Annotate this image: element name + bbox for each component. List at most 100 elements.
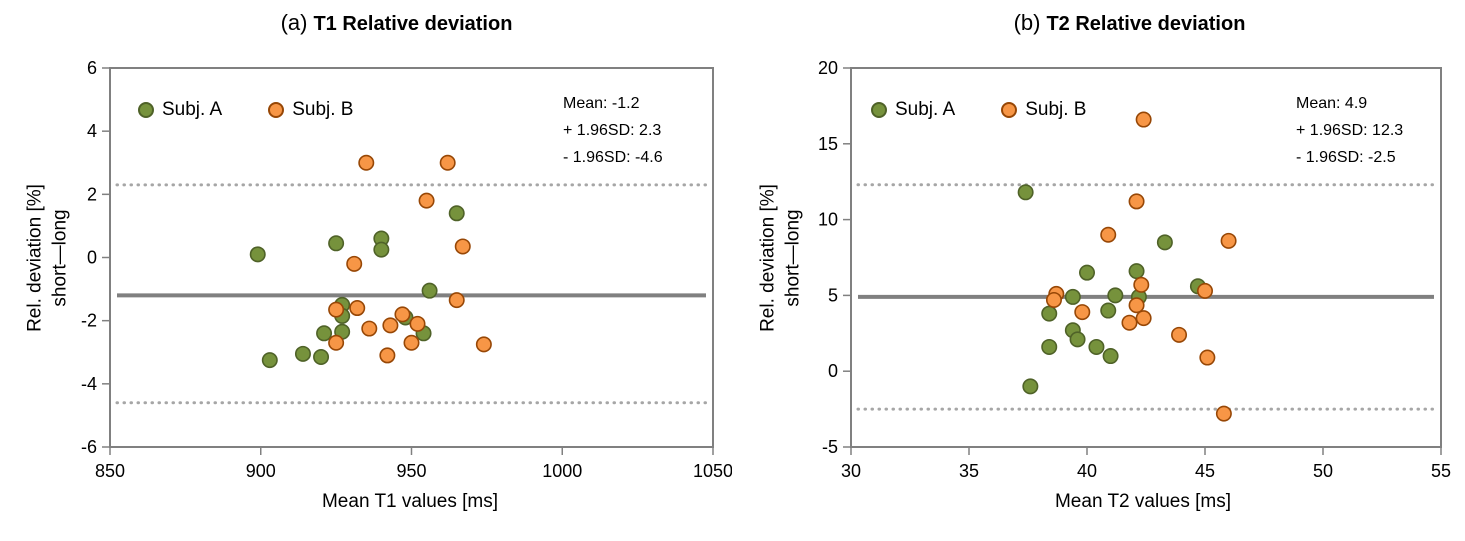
data-point-subj-a <box>448 205 465 222</box>
data-point-subj-b <box>1128 193 1145 210</box>
legend-label-subj-a: Subj. A <box>895 99 956 120</box>
data-point-subj-a <box>1128 263 1145 280</box>
chart-title-text-b: T2 Relative deviation <box>1046 13 1246 35</box>
data-point-subj-a <box>373 241 390 258</box>
data-point-subj-b <box>394 306 411 323</box>
subj-b-marker-icon <box>1001 102 1018 118</box>
data-point-subj-a <box>1022 378 1039 395</box>
y-tick-label: 0 <box>87 248 97 268</box>
stat-upper-loa: + 1.96SD: 12.3 <box>1296 122 1404 139</box>
legend-b: Subj. A Subj. B <box>871 99 1086 121</box>
data-point-subj-b <box>328 301 345 318</box>
data-point-subj-a <box>1156 234 1173 251</box>
data-point-subj-b <box>1199 349 1216 366</box>
data-point-subj-a <box>316 325 333 342</box>
legend-item-subj-a: Subj. A <box>871 99 955 121</box>
data-point-subj-a <box>1041 338 1058 355</box>
panel-letter-a: (a) <box>280 10 308 35</box>
data-point-subj-b <box>1133 276 1150 293</box>
stat-mean: Mean: 4.9 <box>1296 95 1368 112</box>
data-point-subj-b <box>349 300 366 317</box>
data-point-subj-a <box>1041 305 1058 322</box>
x-tick-label: 35 <box>959 461 979 481</box>
data-point-subj-a <box>1088 338 1105 355</box>
data-point-subj-b <box>1171 326 1188 343</box>
data-point-subj-b <box>1220 232 1237 249</box>
legend-item-subj-a: Subj. A <box>138 99 222 121</box>
legend-label-subj-b: Subj. B <box>1025 99 1087 120</box>
y-tick-label: -4 <box>81 374 97 394</box>
data-point-subj-b <box>328 334 345 351</box>
legend-label-subj-b: Subj. B <box>292 99 354 120</box>
data-point-subj-b <box>1128 297 1145 314</box>
stat-lower-loa: - 1.96SD: -2.5 <box>1296 149 1396 166</box>
data-point-subj-b <box>439 154 456 171</box>
stats-block-b: Mean: 4.9 + 1.96SD: 12.3 - 1.96SD: -2.5 <box>1296 90 1403 171</box>
subj-a-marker-icon <box>871 102 887 118</box>
data-point-subj-b <box>409 315 426 332</box>
plot-frame <box>850 67 1442 448</box>
data-point-subj-b <box>346 255 363 272</box>
chart-title-b: (b) T2 Relative deviation <box>828 10 1431 36</box>
stat-mean: Mean: -1.2 <box>563 95 640 112</box>
stat-lower-loa: - 1.96SD: -4.6 <box>563 149 663 166</box>
x-axis-label-a: Mean T1 values [ms] <box>321 491 498 512</box>
chart-title-text-a: T1 Relative deviation <box>313 13 513 35</box>
data-point-subj-a <box>1102 348 1119 365</box>
data-point-subj-b <box>403 334 420 351</box>
legend-a: Subj. A Subj. B <box>138 99 353 121</box>
x-tick-label: 55 <box>1431 461 1451 481</box>
data-point-subj-b <box>382 317 399 334</box>
data-point-subj-a <box>421 282 438 299</box>
chart-title-a: (a) T1 Relative deviation <box>95 10 698 36</box>
plot-frame <box>109 67 714 448</box>
data-point-subj-a <box>1100 302 1117 319</box>
data-point-subj-b <box>1135 310 1152 327</box>
x-tick-label: 45 <box>1195 461 1215 481</box>
y-tick-label: 4 <box>87 121 97 141</box>
data-point-subj-b <box>418 192 435 209</box>
y-tick-label: -5 <box>822 437 838 457</box>
data-point-subj-b <box>1215 405 1232 422</box>
y-tick-label: 5 <box>828 285 838 305</box>
y-tick-label: 2 <box>87 184 97 204</box>
data-point-subj-a <box>313 348 330 365</box>
stats-block-a: Mean: -1.2 + 1.96SD: 2.3 - 1.96SD: -4.6 <box>563 90 663 171</box>
panel-t1: (a) T1 Relative deviation Rel. deviation … <box>0 0 732 541</box>
subj-a-marker-icon <box>138 102 154 118</box>
x-axis-label-b: Mean T2 values [ms] <box>1054 491 1231 512</box>
y-tick-label: 20 <box>818 58 838 78</box>
x-tick-label: 900 <box>246 461 276 481</box>
y-tick-label: 6 <box>87 58 97 78</box>
x-tick-label: 50 <box>1313 461 1333 481</box>
data-point-subj-b <box>358 154 375 171</box>
x-tick-label: 40 <box>1077 461 1097 481</box>
data-point-subj-a <box>1069 331 1086 348</box>
subj-b-marker-icon <box>268 102 285 118</box>
y-tick-label: 15 <box>818 134 838 154</box>
data-point-subj-b <box>1196 282 1213 299</box>
data-point-subj-a <box>1017 184 1034 201</box>
y-tick-label: 10 <box>818 210 838 230</box>
panel-t2: (b) T2 Relative deviation Rel. deviation … <box>733 0 1465 541</box>
plot-area-t1: 850 900 950 1000 1050 6 4 2 0 -2 -4 -6 <box>81 58 732 481</box>
data-point-subj-a <box>1064 288 1081 305</box>
data-point-subj-b <box>454 238 471 255</box>
y-tick-label: 0 <box>828 361 838 381</box>
stat-upper-loa: + 1.96SD: 2.3 <box>563 122 662 139</box>
data-point-subj-b <box>448 292 465 309</box>
data-point-subj-b <box>379 347 396 364</box>
data-point-subj-a <box>1107 287 1124 304</box>
x-tick-label: 950 <box>396 461 426 481</box>
legend-item-subj-b: Subj. B <box>1001 99 1086 121</box>
x-tick-label: 1000 <box>542 461 582 481</box>
data-point-subj-b <box>361 320 378 337</box>
data-point-subj-a <box>249 246 266 263</box>
data-point-subj-a <box>294 345 311 362</box>
y-tick-label: -2 <box>81 311 97 331</box>
panel-letter-b: (b) <box>1013 10 1041 35</box>
data-point-subj-a <box>1078 264 1095 281</box>
data-point-subj-b <box>1135 111 1152 128</box>
